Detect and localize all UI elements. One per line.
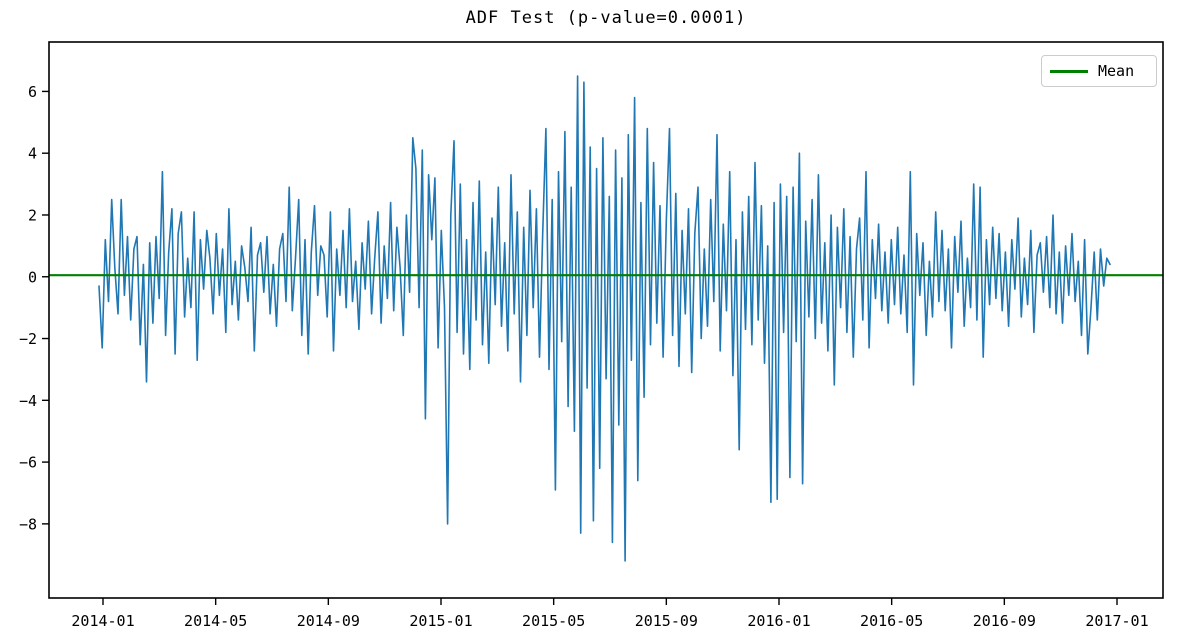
series-line (98, 75, 1111, 562)
plot-border (48, 41, 1164, 599)
y-axis-tick-label: 6 (28, 83, 37, 101)
x-axis-tick-label: 2014-01 (71, 612, 134, 630)
x-axis-tick-label: 2017-01 (1085, 612, 1148, 630)
mean-line-swatch (1050, 69, 1088, 73)
y-axis-tick-label: −6 (19, 454, 37, 472)
legend-label-mean: Mean (1098, 62, 1135, 80)
y-axis-tick-label: −4 (19, 392, 37, 410)
y-axis-tick-label: 2 (28, 206, 37, 224)
x-axis-tick-label: 2016-05 (860, 612, 923, 630)
x-axis-tick-label: 2014-05 (184, 612, 247, 630)
x-axis-tick-label: 2015-01 (409, 612, 472, 630)
x-axis-tick-label: 2016-09 (973, 612, 1036, 630)
y-axis-tick-label: 0 (28, 268, 37, 286)
x-axis-tick-label: 2015-05 (522, 612, 585, 630)
legend[interactable]: Mean (1041, 55, 1157, 87)
y-axis-tick-label: 4 (28, 145, 37, 163)
x-axis-tick-label: 2015-09 (635, 612, 698, 630)
x-axis-tick-label: 2016-01 (747, 612, 810, 630)
chart-title: ADF Test (p-value=0.0001) (465, 8, 747, 28)
x-axis-tick-label: 2014-09 (297, 612, 360, 630)
y-axis-tick-label: −2 (19, 330, 37, 348)
y-axis-tick-label: −8 (19, 515, 37, 533)
